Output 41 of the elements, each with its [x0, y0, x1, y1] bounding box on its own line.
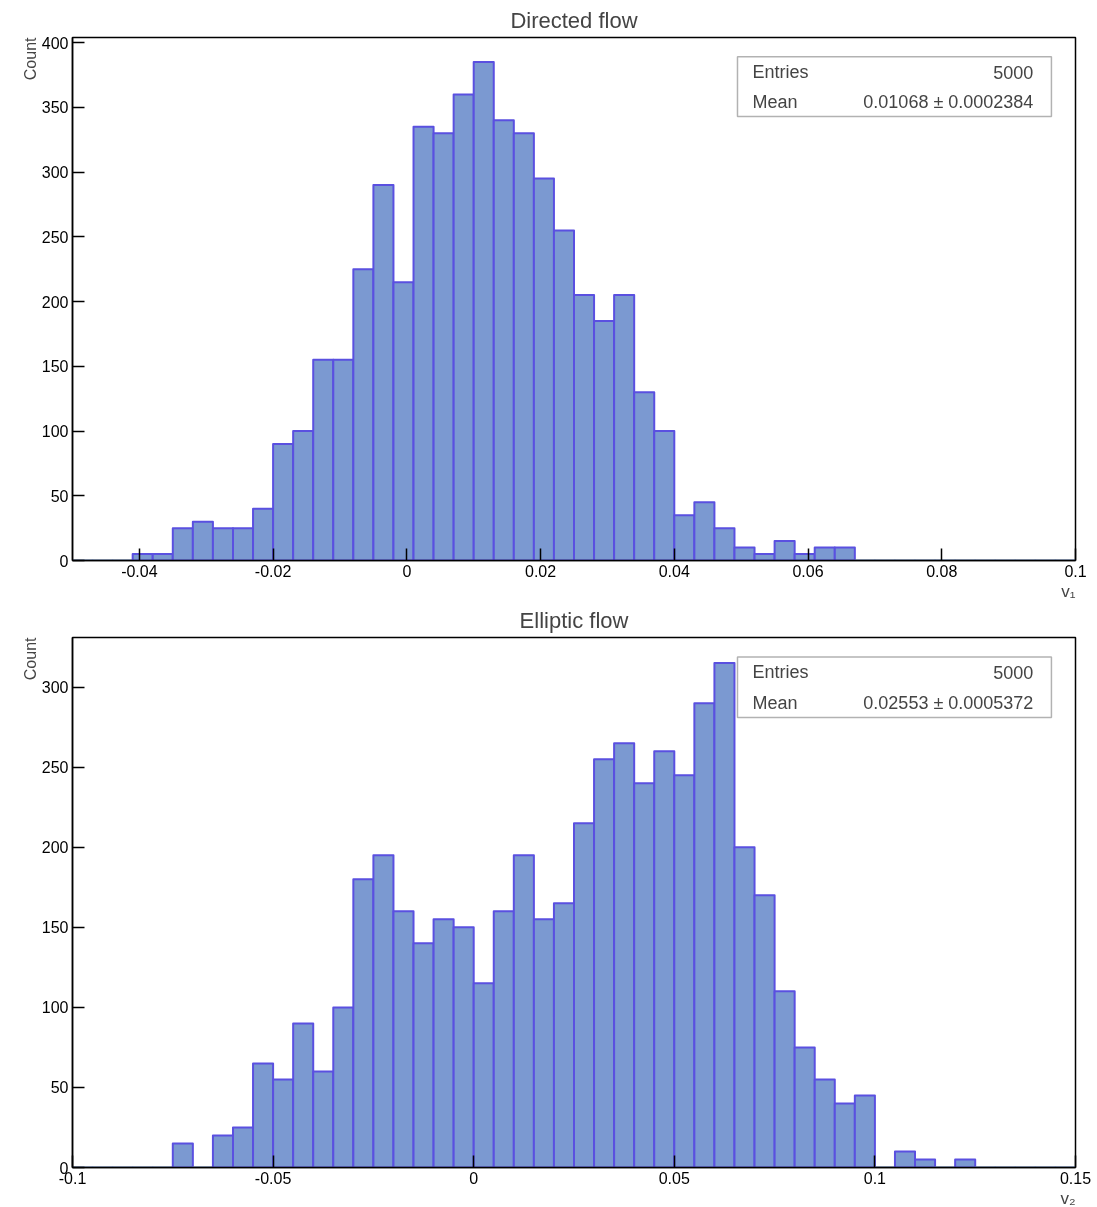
y-axis-title: Count	[21, 36, 39, 81]
y-tick-label: 200	[41, 293, 69, 311]
y-tick-label: 100	[41, 423, 69, 441]
y-tick-label: 400	[41, 34, 69, 52]
x-tick-label: 0	[402, 562, 412, 580]
x-tick-label: -0.02	[254, 562, 292, 580]
annotation: 5000	[993, 62, 1034, 83]
x-tick-label: -0.04	[121, 562, 158, 580]
y-tick-label: 300	[41, 679, 69, 697]
y-axis-title: Count	[21, 636, 39, 681]
chart-title: Directed flow	[510, 7, 638, 33]
y-tick-label: 350	[41, 99, 69, 117]
y-tick-label: 150	[41, 919, 69, 937]
x-axis-title: v₂	[1060, 1188, 1076, 1207]
chart-title: Elliptic flow	[519, 607, 629, 633]
annotation: Mean	[752, 91, 798, 112]
y-tick-label: 300	[41, 164, 69, 182]
annotation: 5000	[993, 662, 1034, 683]
x-tick-label: 0.06	[792, 562, 824, 580]
annotation: Entries	[752, 662, 809, 683]
y-tick-label: 50	[50, 487, 69, 505]
x-tick-label: 0.02	[525, 562, 557, 580]
y-tick-label: 250	[41, 228, 69, 246]
y-tick-label: 100	[41, 999, 69, 1017]
annotation: Mean	[752, 692, 798, 713]
annotation: 0.01068 ± 0.0002384	[863, 91, 1034, 112]
y-tick-label: 150	[41, 358, 69, 376]
x-tick-label: 0.1	[863, 1169, 887, 1187]
y-tick-label: 250	[41, 759, 69, 777]
annotation: 0.02553 ± 0.0005372	[863, 692, 1034, 713]
x-axis-title: v₁	[1061, 581, 1076, 601]
x-tick-label: 0	[469, 1169, 479, 1187]
annotation: Entries	[752, 62, 809, 83]
x-tick-label: 0.1	[1064, 562, 1087, 580]
y-tick-label: 50	[50, 1079, 69, 1097]
x-tick-label: 0.04	[658, 562, 690, 580]
x-tick-label: 0.15	[1059, 1169, 1092, 1187]
x-tick-label: 0.08	[926, 562, 958, 580]
y-tick-label: 200	[41, 839, 69, 857]
x-tick-label: 0.05	[658, 1169, 690, 1187]
x-tick-label: -0.05	[254, 1169, 292, 1187]
